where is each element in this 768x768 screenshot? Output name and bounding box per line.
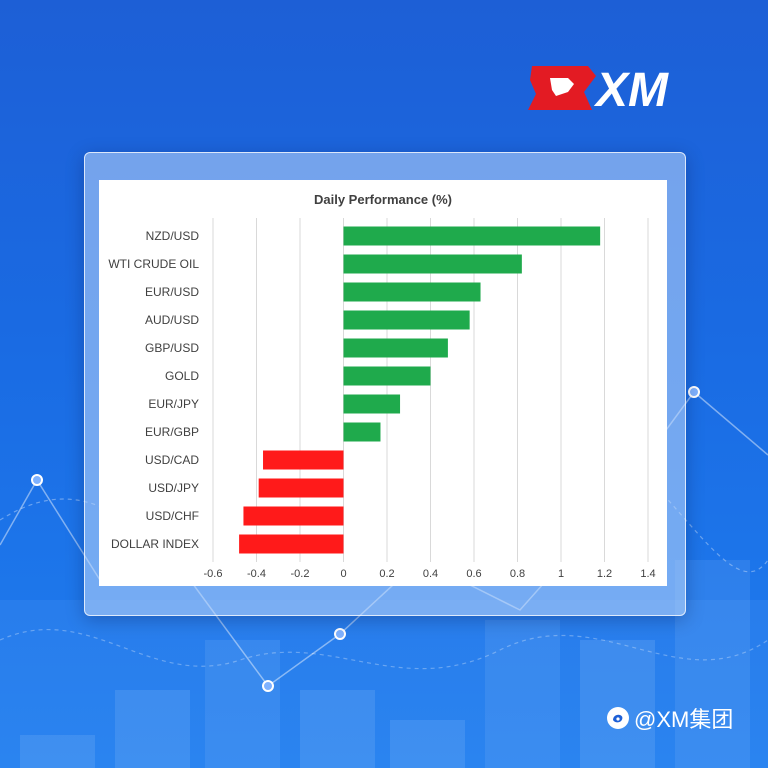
category-label: GOLD — [165, 369, 199, 383]
category-label: DOLLAR INDEX — [111, 537, 199, 551]
watermark: @XM集团 — [606, 703, 733, 733]
x-tick-label: 0.2 — [379, 568, 394, 580]
category-label: EUR/USD — [145, 285, 199, 299]
category-label: WTI CRUDE OIL — [108, 257, 199, 271]
x-tick-label: -0.6 — [204, 568, 223, 580]
x-tick-label: -0.4 — [247, 568, 266, 580]
category-label: EUR/GBP — [145, 425, 199, 439]
watermark-text: @XM集团 — [634, 707, 734, 732]
x-tick-label: 0.8 — [510, 568, 525, 580]
x-tick-label: -0.2 — [291, 568, 310, 580]
bar-usd-jpy — [258, 478, 344, 498]
x-tick-label: 1.2 — [597, 568, 612, 580]
x-tick-label: 0.4 — [423, 568, 438, 580]
x-tick-label: 1.4 — [640, 568, 655, 580]
bar-gbp-usd — [343, 338, 448, 358]
category-label: GBP/USD — [145, 341, 199, 355]
xm-logo: XM — [528, 64, 669, 114]
bar-usd-cad — [263, 450, 344, 470]
bar-usd-chf — [243, 506, 344, 526]
category-label: USD/CHF — [146, 509, 199, 523]
chart-title: Daily Performance (%) — [314, 192, 452, 207]
x-tick-label: 0 — [340, 568, 346, 580]
bar-aud-usd — [343, 310, 470, 330]
bar-dollar-index — [239, 534, 344, 554]
category-label: AUD/USD — [145, 313, 199, 327]
x-tick-label: 0.6 — [466, 568, 481, 580]
bar-eur-jpy — [343, 394, 401, 414]
x-tick-label: 1 — [558, 568, 564, 580]
weibo-icon — [607, 707, 629, 729]
bar-gold — [343, 366, 431, 386]
category-label: NZD/USD — [146, 229, 200, 243]
bar-eur-usd — [343, 282, 481, 302]
chart-area: Daily Performance (%) NZD/USD WTI CRUDE O… — [99, 180, 667, 586]
logo-text: XM — [593, 64, 669, 114]
bar-eur-gbp — [343, 422, 381, 442]
category-label: EUR/JPY — [148, 397, 199, 411]
category-label: USD/JPY — [148, 481, 199, 495]
bar-wti-crude-oil — [343, 254, 522, 274]
bar-chart: Daily Performance (%) NZD/USD WTI CRUDE O… — [108, 192, 655, 580]
bar-nzd-usd — [343, 226, 601, 246]
category-label: USD/CAD — [145, 453, 199, 467]
